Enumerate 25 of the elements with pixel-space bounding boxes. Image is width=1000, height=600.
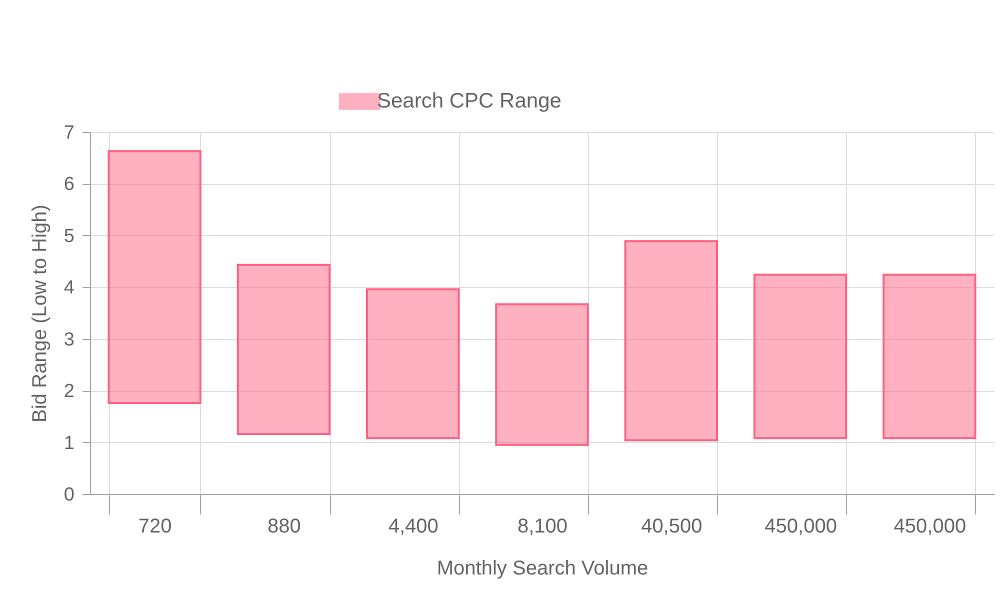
y-tick-label: 1 bbox=[64, 432, 74, 454]
x-axis-title: Monthly Search Volume bbox=[436, 558, 648, 580]
bar bbox=[495, 303, 589, 446]
x-tick-label: 450,000 bbox=[894, 516, 966, 538]
bar bbox=[753, 274, 848, 440]
bar bbox=[882, 274, 976, 440]
y-tick-label: 0 bbox=[64, 484, 74, 506]
y-tick-label: 5 bbox=[64, 226, 74, 247]
bar bbox=[236, 264, 331, 436]
bar bbox=[624, 240, 718, 442]
y-tick-label: 3 bbox=[64, 329, 74, 350]
bar bbox=[108, 150, 202, 404]
x-tick-label: 720 bbox=[138, 516, 172, 538]
y-tick-label: 2 bbox=[64, 381, 74, 402]
x-tick-label: 4,400 bbox=[388, 516, 438, 538]
y-tick-label: 6 bbox=[64, 174, 74, 196]
legend-label: Search CPC Range bbox=[377, 90, 562, 112]
y-tick-label: 7 bbox=[64, 122, 74, 144]
y-axis-title: Bid Range (Low to High) bbox=[28, 204, 51, 422]
x-tick-label: 880 bbox=[268, 516, 301, 538]
x-tick-label: 40,500 bbox=[641, 516, 702, 538]
x-tick-label: 8,100 bbox=[517, 516, 568, 538]
x-tick-label: 450,000 bbox=[764, 516, 837, 538]
bar bbox=[366, 288, 460, 440]
y-tick-label: 4 bbox=[64, 278, 75, 299]
